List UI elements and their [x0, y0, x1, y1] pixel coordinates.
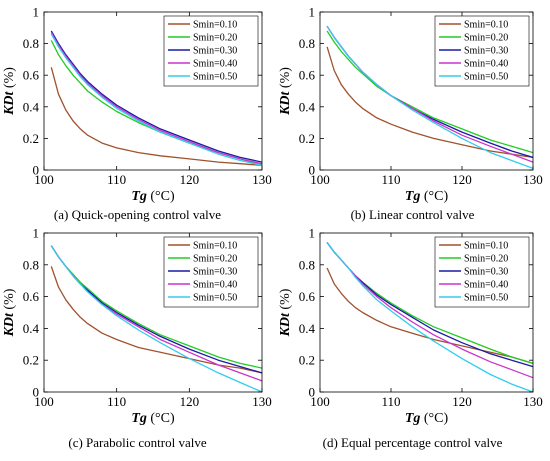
legend-label-a-4: Smin=0.40 [193, 59, 237, 70]
y-tick-label-d-1: 0.2 [299, 353, 315, 368]
y-axis-label-b: KDt (%) [278, 67, 293, 116]
x-tick-label-d-1: 110 [381, 394, 400, 409]
legend-box-a [163, 15, 259, 87]
x-axis-label-b: Tg (°C) [405, 189, 449, 204]
y-tick-label-a-4: 0.8 [23, 36, 39, 51]
legend-label-c-2: Smin=0.20 [193, 254, 237, 265]
plot-frame-d [319, 232, 534, 393]
x-tick-label-a-2: 120 [180, 172, 200, 187]
y-tick-label-c-1: 0.2 [23, 353, 39, 368]
x-tick-label-b-2: 120 [452, 172, 472, 187]
legend-label-b-5: Smin=0.50 [464, 72, 508, 83]
y-tick-label-b-4: 0.8 [299, 36, 315, 51]
x-tick-label-b-1: 110 [381, 172, 400, 187]
series-line-b-5 [326, 25, 534, 170]
y-tick-label-c-2: 0.4 [23, 321, 40, 336]
series-line-a-3 [50, 30, 263, 163]
x-tick-label-a-3: 130 [252, 172, 272, 187]
y-tick-label-a-3: 0.6 [23, 68, 40, 83]
y-tick-label-d-4: 0.8 [299, 257, 315, 272]
x-tick-label-b-0: 100 [310, 172, 330, 187]
x-tick-label-a-0: 100 [34, 172, 54, 187]
x-tick-label-c-1: 110 [107, 394, 126, 409]
caption-a: (a) Quick-opening control valve [53, 207, 222, 222]
x-axis-label-d: Tg (°C) [405, 411, 449, 426]
legend-label-c-3: Smin=0.30 [193, 267, 237, 278]
legend-label-b-3: Smin=0.30 [464, 46, 508, 57]
x-tick-label-b-3: 130 [523, 172, 543, 187]
chart-b: 100 110 120 130 0 0.2 0.4 0.6 0.8 1 Tg (°C) KDt (%)… [278, 5, 543, 205]
legend-label-a-2: Smin=0.20 [193, 33, 237, 44]
chart-d: 100 110 120 130 0 0.2 0.4 0.6 0.8 1 Tg (°C) KDt (%)… [278, 226, 543, 427]
chart-a: 100 110 120 130 0 0.2 0.4 0.6 0.8 1 Tg (°C) KDt (%)… [2, 5, 272, 205]
y-tick-label-c-0: 0 [33, 385, 40, 400]
legend-label-b-4: Smin=0.40 [464, 59, 508, 70]
x-tick-label-d-0: 100 [310, 394, 330, 409]
y-tick-label-c-3: 0.6 [23, 289, 40, 304]
y-tick-label-b-0: 0 [309, 163, 316, 178]
x-tick-label-d-3: 130 [523, 394, 543, 409]
y-tick-label-a-1: 0.2 [23, 131, 39, 146]
y-tick-label-b-2: 0.4 [299, 99, 316, 114]
series-line-d-5 [326, 242, 534, 393]
legend-box-b [434, 15, 530, 87]
series-line-a-4 [50, 32, 263, 165]
y-tick-label-d-5: 1 [309, 226, 316, 241]
y-tick-label-d-0: 0 [309, 385, 316, 400]
legend-label-d-4: Smin=0.40 [464, 280, 508, 291]
legend-box-c [163, 236, 259, 308]
legend-label-b-1: Smin=0.10 [464, 20, 508, 31]
y-tick-label-c-4: 0.8 [23, 257, 39, 272]
x-axis-label-c: Tg (°C) [131, 411, 175, 426]
series-line-d-1 [326, 267, 534, 365]
y-tick-label-b-3: 0.6 [299, 68, 316, 83]
series-line-c-5 [50, 245, 263, 393]
y-axis-label-c: KDt (%) [2, 288, 17, 337]
y-axis-label-a: KDt (%) [2, 67, 17, 116]
caption-d: (d) Equal percentage control valve [322, 435, 503, 450]
plot-frame-b [319, 11, 534, 171]
y-tick-label-d-2: 0.4 [299, 321, 316, 336]
legend-label-b-2: Smin=0.20 [464, 33, 508, 44]
caption-b: (b) Linear control valve [350, 207, 475, 222]
legend-label-c-4: Smin=0.40 [193, 280, 237, 291]
legend-label-c-5: Smin=0.50 [193, 293, 237, 304]
x-tick-label-d-2: 120 [452, 394, 472, 409]
y-tick-label-b-1: 0.2 [299, 131, 315, 146]
plot-frame-c [43, 232, 263, 393]
legend-box-d [434, 236, 530, 308]
legend-label-d-3: Smin=0.30 [464, 267, 508, 278]
series-line-a-5 [50, 33, 263, 166]
legend-label-a-3: Smin=0.30 [193, 46, 237, 57]
y-axis-label-d: KDt (%) [278, 288, 293, 337]
legend-label-c-1: Smin=0.10 [193, 241, 237, 252]
legend-label-d-5: Smin=0.50 [464, 293, 508, 304]
plot-frame-a [43, 11, 263, 171]
legend-label-d-1: Smin=0.10 [464, 241, 508, 252]
legend-label-a-5: Smin=0.50 [193, 72, 237, 83]
y-tick-label-a-2: 0.4 [23, 99, 40, 114]
series-line-c-1 [50, 266, 263, 374]
y-tick-label-b-5: 1 [309, 5, 316, 20]
x-tick-label-a-1: 110 [107, 172, 126, 187]
caption-c: (c) Parabolic control valve [68, 435, 207, 450]
y-tick-label-d-3: 0.6 [299, 289, 316, 304]
x-tick-label-c-2: 120 [180, 394, 200, 409]
x-tick-label-c-3: 130 [252, 394, 272, 409]
legend-label-a-1: Smin=0.10 [193, 20, 237, 31]
chart-c: 100 110 120 130 0 0.2 0.4 0.6 0.8 1 Tg (°C) KDt (%)… [2, 226, 272, 427]
x-axis-label-a: Tg (°C) [131, 189, 175, 204]
y-tick-label-a-0: 0 [33, 163, 40, 178]
legend-label-d-2: Smin=0.20 [464, 254, 508, 265]
x-tick-label-c-0: 100 [34, 394, 54, 409]
y-tick-label-a-5: 1 [33, 5, 40, 20]
series-line-a-1 [50, 67, 263, 166]
y-tick-label-c-5: 1 [33, 226, 40, 241]
